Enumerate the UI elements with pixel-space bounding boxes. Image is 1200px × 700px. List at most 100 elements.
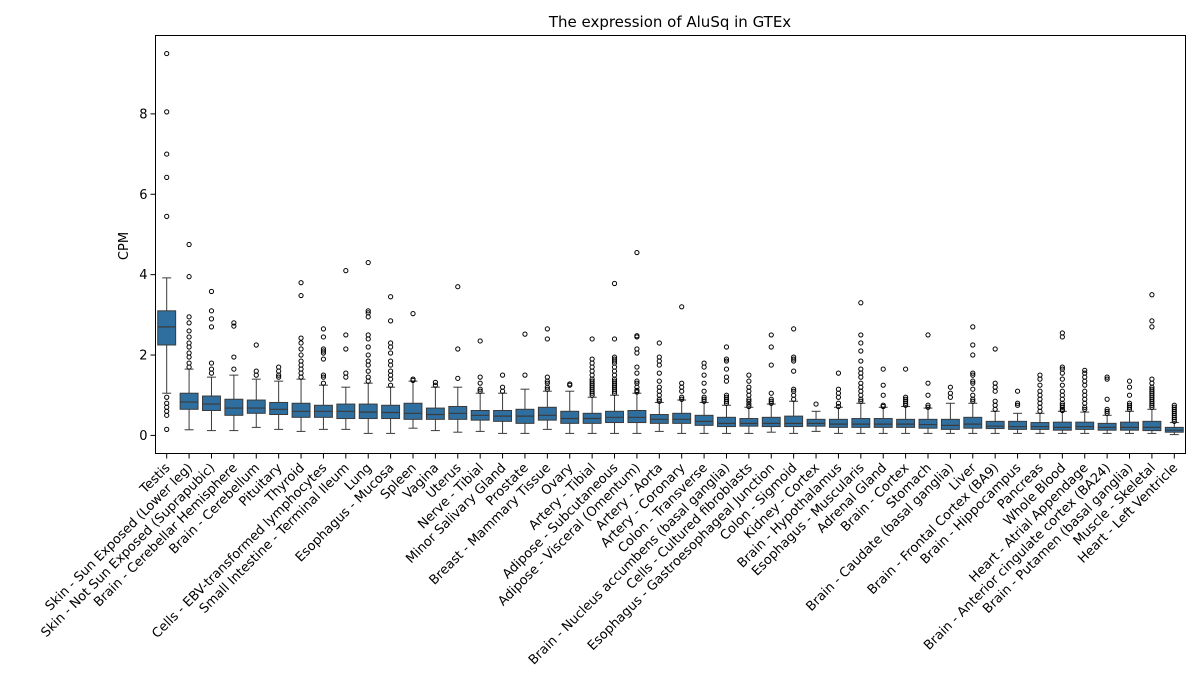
outlier-point	[164, 50, 170, 57]
outlier-point	[1014, 402, 1021, 408]
outlier-point	[791, 386, 797, 392]
outlier-point	[723, 374, 730, 380]
outlier-point	[388, 382, 394, 388]
outlier-point	[1171, 404, 1177, 410]
outlier-point	[791, 356, 797, 362]
outlier-point	[858, 380, 864, 386]
box-43	[1120, 378, 1139, 434]
outlier-point	[611, 354, 618, 360]
outlier-point	[1037, 382, 1043, 388]
outlier-point	[679, 304, 685, 310]
box-37	[985, 346, 1005, 434]
box-28	[784, 326, 804, 434]
outlier-point	[320, 348, 327, 354]
outlier-point	[164, 109, 170, 115]
box-iqr	[246, 399, 266, 414]
outlier-point	[276, 364, 282, 370]
outlier-point	[611, 336, 618, 342]
outlier-point	[679, 394, 685, 400]
box-iqr	[985, 420, 1005, 430]
outlier-point	[1104, 376, 1110, 382]
box-26	[739, 372, 759, 434]
outlier-point	[253, 342, 259, 348]
box-iqr	[1120, 421, 1139, 431]
outlier-point	[365, 259, 371, 266]
outlier-point	[365, 358, 371, 364]
box-45	[1164, 402, 1184, 436]
box-1	[179, 241, 199, 431]
box-15	[493, 372, 513, 434]
outlier-point	[746, 372, 752, 378]
outlier-point	[723, 392, 730, 398]
outlier-point	[858, 398, 864, 404]
outlier-point	[791, 326, 797, 332]
box-iqr	[851, 418, 871, 428]
box-iqr	[1008, 420, 1028, 430]
box-iqr	[828, 418, 848, 428]
outlier-point	[992, 380, 998, 386]
outlier-point	[656, 370, 662, 376]
outlier-point	[1059, 402, 1065, 408]
outlier-point	[634, 364, 640, 370]
outlier-point	[276, 374, 282, 380]
outlier-point	[1059, 376, 1065, 382]
outlier-point	[186, 328, 192, 334]
box-32	[873, 366, 893, 434]
box-13	[448, 284, 468, 433]
outlier-point	[768, 362, 774, 368]
outlier-point	[343, 370, 349, 376]
box-iqr	[1097, 422, 1117, 431]
outlier-point	[858, 332, 864, 338]
outlier-point	[791, 368, 797, 374]
box-29	[806, 401, 826, 432]
outlier-point	[388, 318, 394, 324]
outlier-point	[835, 400, 842, 406]
box-4	[246, 342, 266, 428]
outlier-point	[208, 316, 215, 322]
outlier-point	[768, 390, 774, 396]
outlier-point	[253, 368, 259, 374]
outlier-point	[477, 386, 483, 392]
outlier-point	[701, 396, 707, 402]
outlier-point	[365, 308, 371, 314]
outlier-point	[231, 366, 237, 372]
outlier-point	[1037, 388, 1043, 394]
outlier-point	[522, 331, 528, 337]
outlier-point	[746, 378, 752, 384]
outlier-point	[1104, 374, 1110, 380]
outlier-point	[544, 386, 550, 392]
outlier-point	[186, 350, 192, 356]
box-7	[313, 326, 333, 430]
outlier-point	[522, 372, 528, 378]
outlier-point	[388, 358, 394, 364]
outlier-point	[567, 381, 573, 387]
outlier-point	[320, 326, 327, 332]
box-34	[918, 332, 938, 434]
outlier-point	[298, 292, 304, 299]
outlier-point	[477, 388, 483, 394]
outlier-point	[164, 426, 170, 432]
box-iqr	[672, 412, 692, 424]
outlier-point	[343, 268, 349, 274]
outlier-point	[589, 378, 595, 384]
box-iqr	[157, 310, 177, 346]
outlier-point	[858, 348, 864, 354]
y-axis: 0 2 4 6 8	[139, 107, 156, 444]
outlier-point	[208, 366, 215, 372]
box-12	[425, 379, 445, 432]
box-iqr	[425, 407, 445, 420]
outlier-point	[679, 396, 685, 402]
outlier-point	[1171, 402, 1177, 408]
box-8	[336, 268, 356, 430]
box-23	[672, 304, 692, 434]
outlier-point	[970, 398, 976, 404]
outlier-point	[679, 380, 685, 386]
outlier-point	[1149, 376, 1155, 382]
outlier-point	[970, 386, 976, 392]
outlier-point	[858, 340, 864, 346]
box-27	[761, 332, 781, 433]
box-9	[358, 259, 378, 434]
outlier-point	[298, 346, 304, 352]
outlier-point	[634, 378, 640, 384]
